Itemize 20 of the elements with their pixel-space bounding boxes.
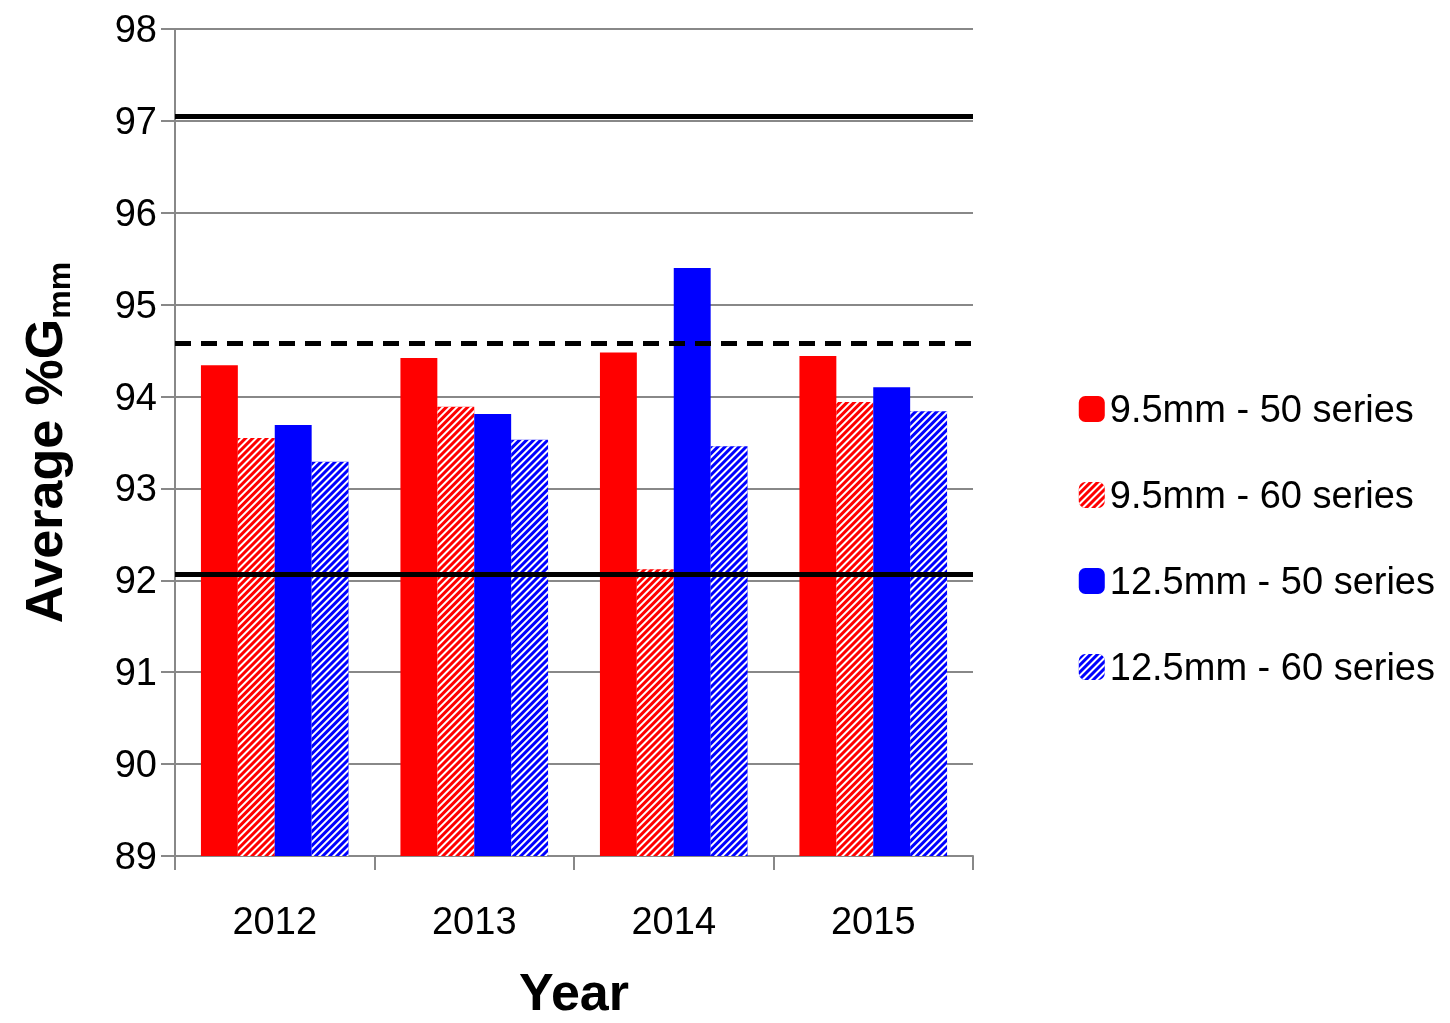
x-tick-label: 2015 <box>830 900 916 942</box>
y-tick-label: 92 <box>114 559 157 602</box>
x-tick-label: 2013 <box>431 900 517 942</box>
y-tick-label: 94 <box>114 375 157 418</box>
legend-label: 12.5mm - 50 series <box>1109 560 1436 602</box>
y-tick-label: 91 <box>114 651 157 694</box>
y-tick-label: 96 <box>114 191 157 234</box>
legend-label: 12.5mm - 60 series <box>1109 646 1436 688</box>
y-tick-label: 97 <box>114 99 157 142</box>
y-tick-label: 93 <box>114 467 157 510</box>
y-tick-label: 98 <box>114 8 157 50</box>
legend-label: 9.5mm - 50 series <box>1109 388 1414 430</box>
x-tick-label: 2014 <box>631 900 717 942</box>
y-tick-label: 89 <box>114 835 157 877</box>
y-tick-label: 95 <box>114 283 157 326</box>
x-tick-label: 2012 <box>232 900 318 942</box>
x-axis-title: Year <box>519 963 629 1021</box>
legend-label: 9.5mm - 60 series <box>1109 474 1414 516</box>
y-axis-title: Average %Gmm <box>15 261 77 624</box>
y-tick-label: 90 <box>114 743 157 786</box>
